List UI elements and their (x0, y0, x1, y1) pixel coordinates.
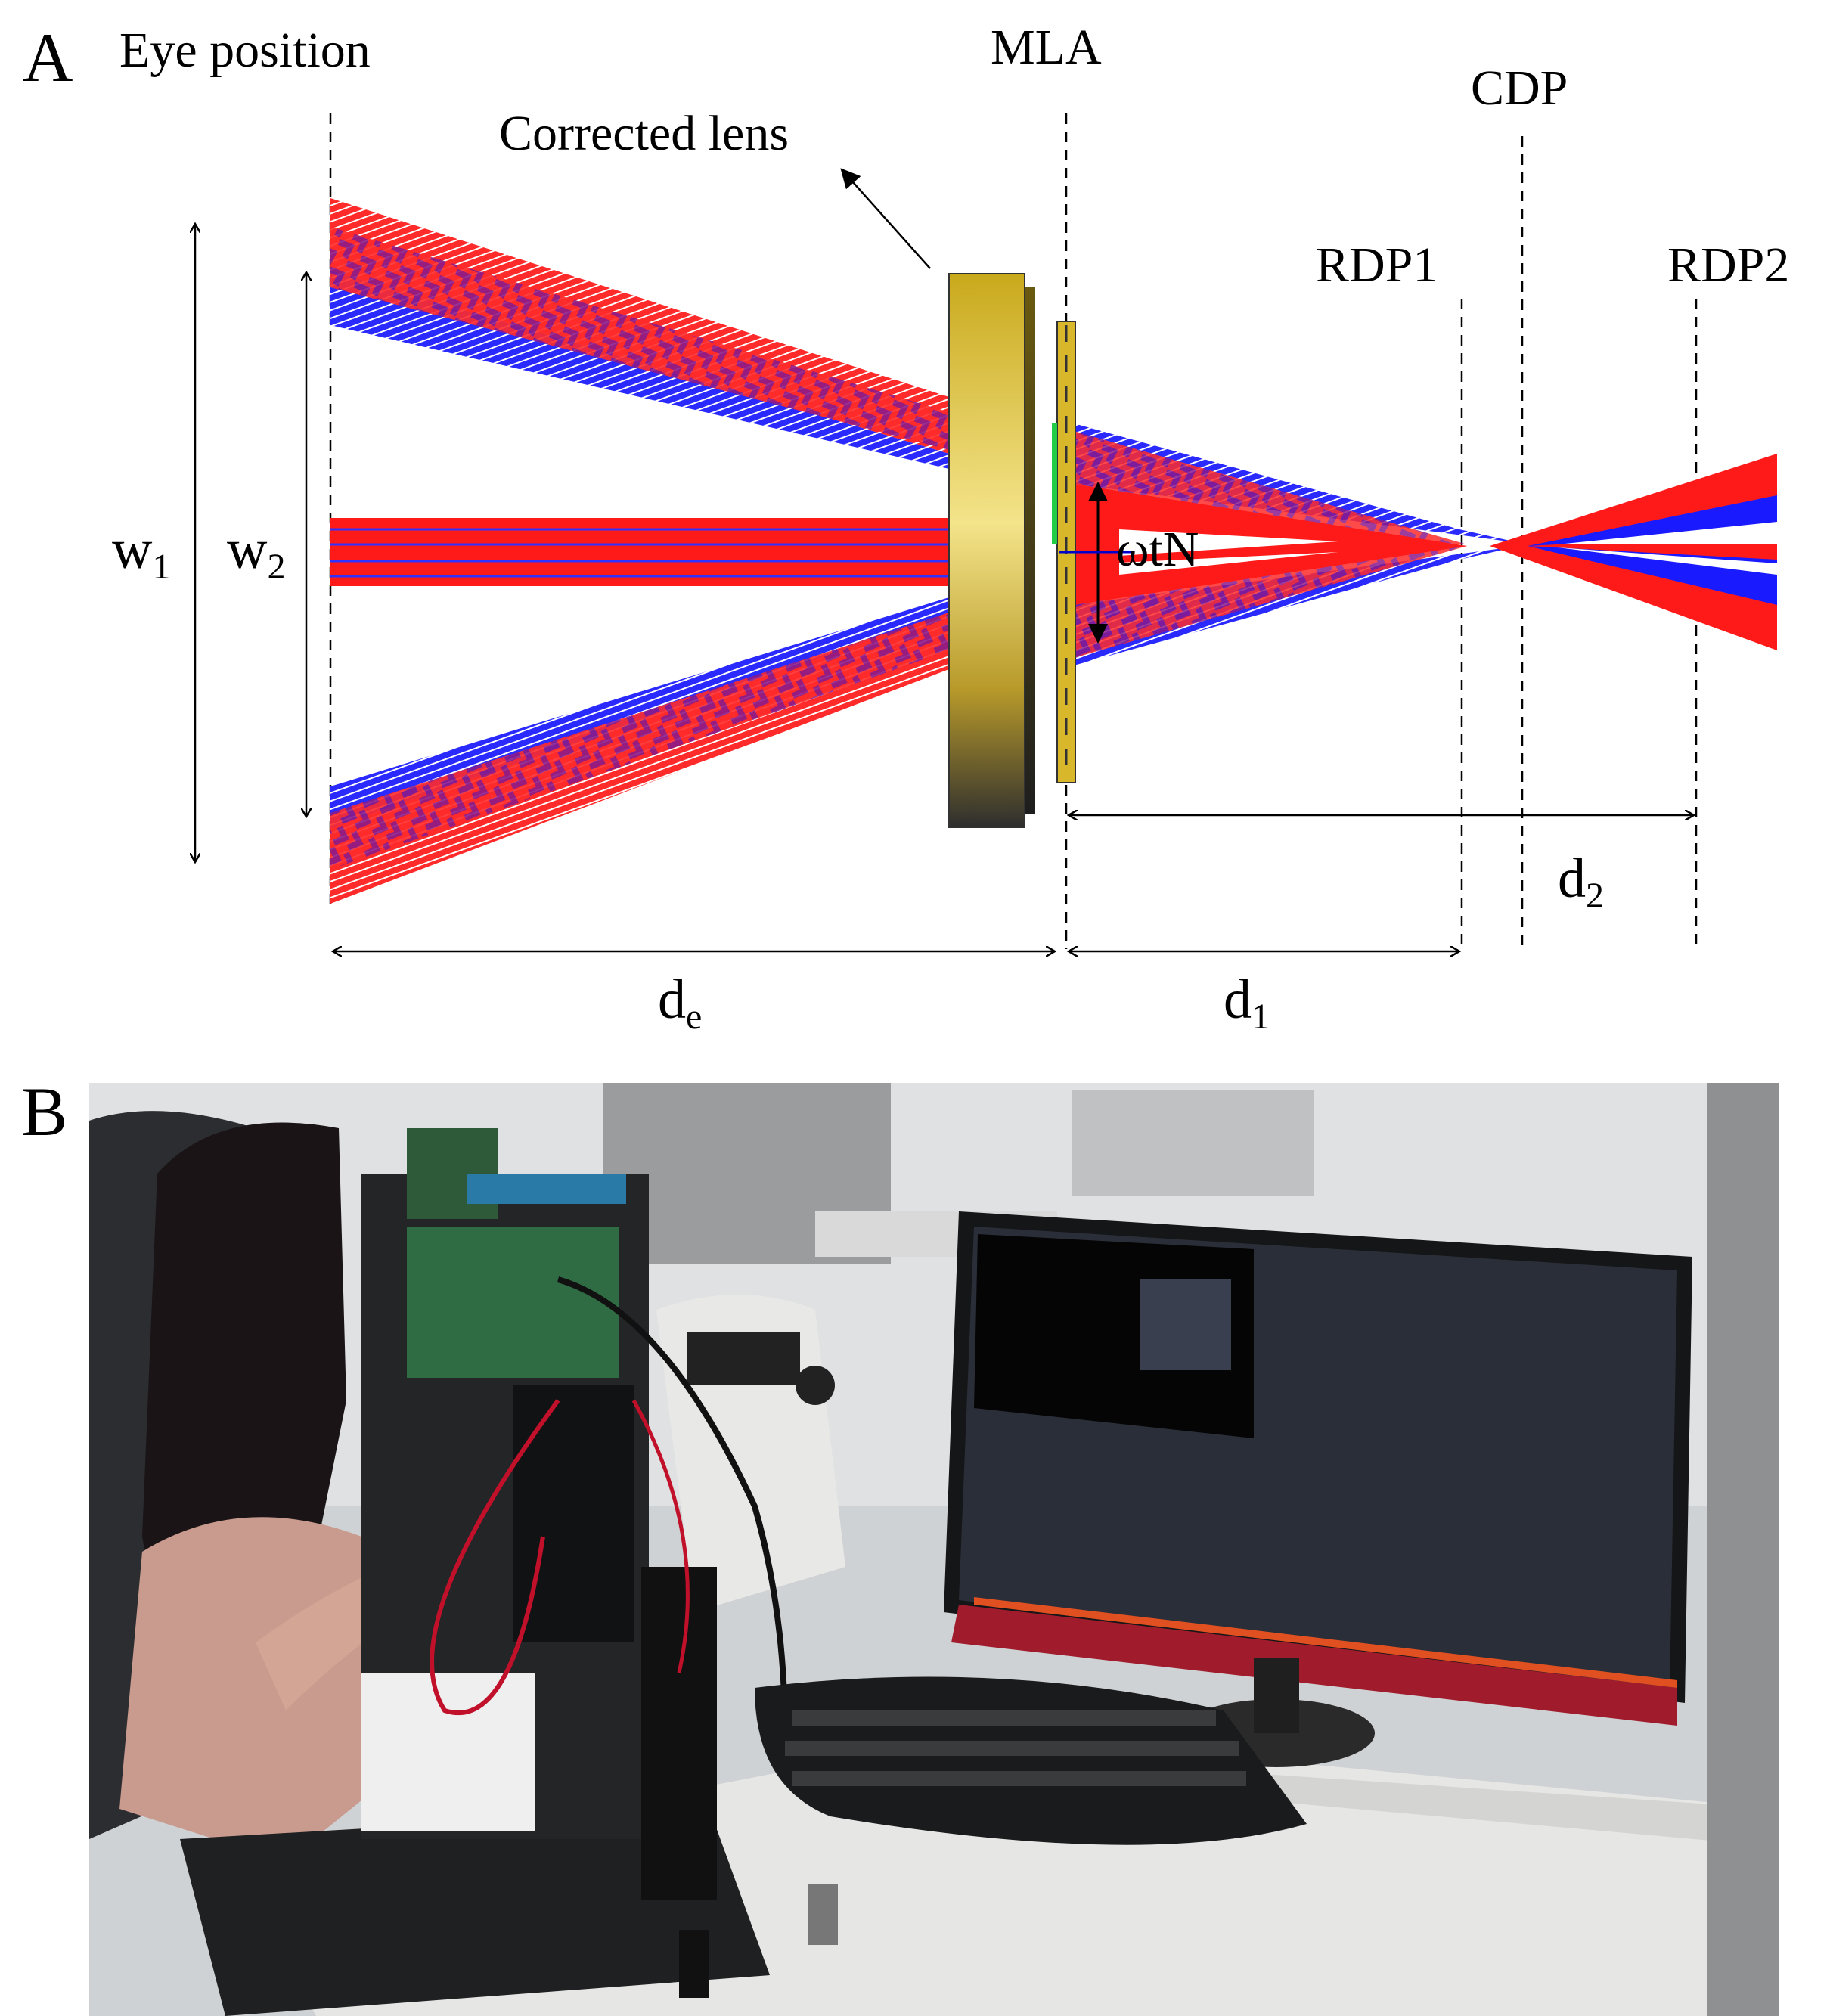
d1-label: d1 (1224, 969, 1270, 1037)
converging-beams (1074, 423, 1520, 665)
omega-label: ωtN (1116, 522, 1199, 577)
rdp2-label: RDP2 (1667, 237, 1790, 293)
panel-a-diagram: A Eye position MLA CDP Corrected lens RD… (0, 19, 1790, 1044)
corrected-lens-label: Corrected lens (499, 106, 789, 161)
optical-layout-svg (0, 113, 1777, 1044)
cdp-label: CDP (1471, 60, 1568, 116)
experimental-setup-photo-icon (89, 1083, 1779, 2016)
diverging-beams (1490, 454, 1777, 650)
eye-position-label: Eye position (119, 23, 371, 78)
upper-beam-bundle (330, 198, 949, 469)
lower-beam-bundle (330, 597, 949, 904)
corrected-lens (948, 273, 1035, 828)
w1-label: w1 (112, 519, 171, 587)
panel-b-photo: B (0, 1044, 1830, 2016)
central-beam (330, 518, 951, 586)
distance-arrows (333, 815, 1694, 951)
rdp1-label: RDP1 (1316, 237, 1438, 293)
panel-label-b: B (21, 1073, 68, 1150)
mla-label: MLA (991, 20, 1102, 75)
omega-arrow (1059, 482, 1134, 644)
corrected-lens-pointer (840, 168, 931, 269)
de-label: de (658, 969, 703, 1037)
panel-label-a: A (23, 19, 73, 96)
w2-label: w2 (227, 519, 286, 587)
d2-label: d2 (1558, 848, 1604, 916)
